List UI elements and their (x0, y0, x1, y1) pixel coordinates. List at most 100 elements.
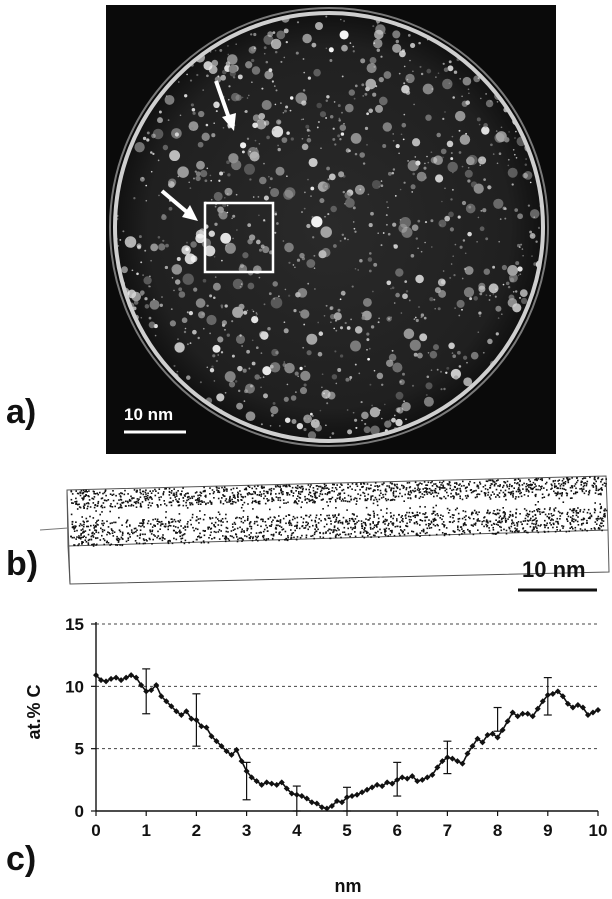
atom-point (531, 511, 534, 513)
speckle (514, 290, 518, 293)
atom-point (180, 537, 182, 540)
atom-point (459, 495, 461, 497)
atom-point (228, 539, 231, 542)
atom-point (231, 523, 234, 525)
atom-point (524, 520, 527, 522)
atom-point (566, 494, 568, 497)
atom-point (561, 492, 563, 494)
atom-point (211, 517, 214, 519)
atom-point (179, 529, 181, 532)
atom-point (366, 531, 368, 533)
atom-point (352, 527, 354, 529)
atom-point (567, 479, 569, 482)
atom-point (83, 535, 85, 537)
data-point (118, 677, 125, 684)
atom-point (429, 523, 431, 525)
atom-point (72, 502, 74, 504)
atom-point (292, 532, 295, 534)
atom-point (463, 531, 466, 534)
atom-point (142, 521, 145, 523)
atom-point (222, 521, 224, 523)
atom-point (514, 531, 516, 533)
atom-point (493, 483, 496, 486)
atom-point (102, 524, 104, 527)
atom-point (550, 513, 553, 515)
data-point (223, 748, 230, 755)
speckle (362, 95, 365, 97)
atom-point (305, 521, 308, 523)
atom-point (418, 489, 420, 492)
speckle (375, 24, 386, 35)
atom-point (242, 510, 245, 512)
atom-point (518, 488, 521, 491)
atom-point (78, 543, 80, 545)
atom-point (231, 501, 234, 503)
atom-point (601, 519, 603, 522)
speckle (133, 80, 141, 89)
speckle (260, 352, 263, 354)
atom-point (82, 532, 84, 534)
speckle (383, 403, 386, 406)
speckle (139, 354, 151, 367)
speckle (308, 157, 318, 168)
data-point (298, 793, 305, 800)
speckle (206, 167, 209, 170)
speckle (435, 174, 444, 183)
speckle (411, 191, 414, 193)
speckle (188, 310, 194, 316)
atom-point (93, 543, 95, 545)
atom-point (314, 495, 317, 498)
atom-point (483, 516, 485, 519)
speckle (313, 254, 316, 257)
speckle (369, 383, 372, 386)
speckle (157, 435, 160, 438)
atom-point (145, 495, 147, 498)
atom-point (256, 494, 259, 496)
atom-point (460, 485, 463, 487)
speckle (510, 91, 513, 94)
atom-point (477, 485, 480, 487)
atom-point (483, 492, 486, 494)
atom-point (373, 499, 375, 501)
speckle (308, 135, 310, 137)
atom-point (84, 495, 87, 497)
speckle (468, 406, 471, 410)
speckle (462, 76, 472, 86)
atom-point (367, 493, 370, 496)
atom-point (100, 527, 102, 530)
atom-point (104, 489, 107, 492)
speckle (467, 88, 470, 91)
speckle (228, 64, 238, 74)
atom-point (370, 528, 372, 530)
speckle (326, 95, 330, 99)
speckle (493, 375, 495, 378)
speckle (408, 299, 411, 302)
speckle (486, 408, 492, 413)
atom-point (217, 518, 219, 520)
atom-point (171, 542, 174, 545)
atom-point (377, 530, 379, 533)
atom-point (493, 523, 496, 525)
atom-point (487, 488, 489, 491)
atom-point (293, 536, 295, 539)
atom-point (592, 484, 594, 487)
atom-point (150, 496, 153, 499)
speckle (133, 197, 136, 200)
speckle (524, 163, 528, 166)
speckle (461, 100, 468, 107)
atom-point (94, 529, 96, 531)
atom-point (282, 485, 285, 487)
speckle (189, 187, 192, 189)
atom-point (366, 483, 369, 485)
atom-point (415, 514, 417, 517)
speckle (263, 162, 265, 165)
atom-point (583, 484, 586, 487)
speckle (442, 156, 444, 159)
speckle (390, 316, 393, 319)
atom-point (384, 498, 387, 500)
atom-point (92, 536, 95, 538)
speckle (370, 211, 374, 216)
atom-point (151, 543, 153, 545)
speckle (372, 290, 374, 293)
atom-point (516, 523, 519, 525)
